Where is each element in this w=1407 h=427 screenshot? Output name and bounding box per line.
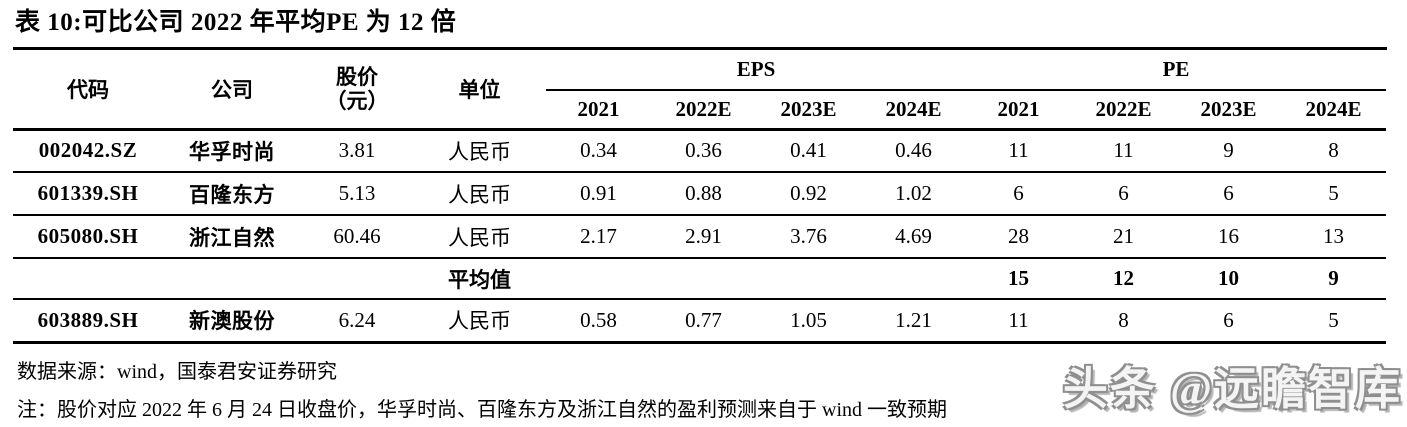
cell-pe-2022e: 11 <box>1071 129 1177 173</box>
cell-empty <box>163 258 301 300</box>
header-eps-2024e: 2024E <box>861 90 967 131</box>
cell-eps-2022e: 2.91 <box>651 215 756 259</box>
cell-unit: 人民币 <box>413 299 546 344</box>
cell-pe-2021: 6 <box>966 172 1072 216</box>
header-pe-2021: 2021 <box>966 90 1072 131</box>
footnote-line: 注：股价对应 2022 年 6 月 24 日收盘价，华孚时尚、百隆东方及浙江自然… <box>17 398 947 421</box>
cell-empty <box>546 258 651 300</box>
cell-company: 百隆东方 <box>163 172 301 216</box>
table-title: 表 10:可比公司 2022 年平均PE 为 12 倍 <box>13 8 1387 50</box>
table-row-huafu: 002042.SZ 华孚时尚 3.81 人民币 0.34 0.36 0.41 0… <box>13 129 1387 173</box>
cell-pe-2021: 11 <box>966 129 1072 173</box>
cell-eps-2024e: 4.69 <box>861 215 967 259</box>
cell-eps-2024e: 0.46 <box>861 129 967 173</box>
cell-code: 002042.SZ <box>13 129 163 173</box>
cell-eps-2023e: 0.41 <box>756 129 861 173</box>
header-year-row: 2021 2022E 2023E 2024E 2021 2022E 2023E … <box>13 90 1387 131</box>
header-pe-2023e: 2023E <box>1176 90 1282 131</box>
cell-empty <box>301 258 413 300</box>
cell-eps-2022e: 0.77 <box>651 299 756 344</box>
cell-unit: 人民币 <box>413 129 546 173</box>
cell-eps-2024e: 1.21 <box>861 299 967 344</box>
cell-code: 605080.SH <box>13 215 163 259</box>
cell-pe-2022e: 6 <box>1071 172 1177 216</box>
cell-pe-2023e: 16 <box>1176 215 1282 259</box>
cell-pe-2022e: 8 <box>1071 299 1177 344</box>
cell-price: 60.46 <box>301 215 413 259</box>
cell-eps-2021: 0.34 <box>546 129 651 173</box>
cell-eps-2021: 0.58 <box>546 299 651 344</box>
cell-pe-2024e: 13 <box>1281 215 1387 259</box>
table-row-zhejiang: 605080.SH 浙江自然 60.46 人民币 2.17 2.91 3.76 … <box>13 215 1387 259</box>
cell-pe-2024e: 8 <box>1281 129 1387 173</box>
cell-empty <box>651 258 756 300</box>
header-code: 代码 <box>13 50 163 131</box>
header-pe-group: PE <box>966 50 1387 91</box>
cell-eps-2021: 2.17 <box>546 215 651 259</box>
cell-unit: 人民币 <box>413 215 546 259</box>
cell-pe-2024e: 5 <box>1281 172 1387 216</box>
cell-empty <box>756 258 861 300</box>
header-pe-2024e: 2024E <box>1281 90 1387 131</box>
cell-price: 3.81 <box>301 129 413 173</box>
cell-eps-2023e: 3.76 <box>756 215 861 259</box>
cell-price: 6.24 <box>301 299 413 344</box>
header-group-row: 代码 公司 股价 （元） 单位 EPS PE <box>13 50 1387 131</box>
header-price-line2: （元） <box>325 88 389 113</box>
cell-eps-2021: 0.91 <box>546 172 651 216</box>
cell-pe-2022e: 21 <box>1071 215 1177 259</box>
cell-eps-2024e: 1.02 <box>861 172 967 216</box>
cell-eps-2022e: 0.36 <box>651 129 756 173</box>
cell-code: 603889.SH <box>13 299 163 344</box>
cell-empty <box>13 258 163 300</box>
cell-pe-2021: 28 <box>966 215 1072 259</box>
watermark: 头条 @远瞻智库 <box>1062 364 1402 414</box>
cell-eps-2023e: 1.05 <box>756 299 861 344</box>
cell-company: 新澳股份 <box>163 299 301 344</box>
header-price-line1: 股价 <box>336 64 378 89</box>
cell-code: 601339.SH <box>13 172 163 216</box>
pe-comparison-table: 代码 公司 股价 （元） 单位 EPS PE 2021 2022E 2023E … <box>13 50 1387 344</box>
cell-price: 5.13 <box>301 172 413 216</box>
cell-pe-2023e: 6 <box>1176 299 1282 344</box>
header-eps-group: EPS <box>546 50 967 91</box>
header-price: 股价 （元） <box>301 50 413 131</box>
cell-unit: 人民币 <box>413 172 546 216</box>
cell-pe-2021: 11 <box>966 299 1072 344</box>
cell-avg-pe-2023e: 10 <box>1176 258 1282 300</box>
header-eps-2021: 2021 <box>546 90 651 131</box>
cell-company: 浙江自然 <box>163 215 301 259</box>
cell-empty <box>861 258 967 300</box>
average-label: 平均值 <box>413 258 546 300</box>
cell-avg-pe-2022e: 12 <box>1071 258 1177 300</box>
data-source-line: 数据来源：wind，国泰君安证券研究 <box>17 360 337 383</box>
header-eps-2023e: 2023E <box>756 90 861 131</box>
cell-avg-pe-2024e: 9 <box>1281 258 1387 300</box>
cell-company: 华孚时尚 <box>163 129 301 173</box>
header-company: 公司 <box>163 50 301 131</box>
table-row-xinao: 603889.SH 新澳股份 6.24 人民币 0.58 0.77 1.05 1… <box>13 299 1387 344</box>
cell-pe-2024e: 5 <box>1281 299 1387 344</box>
cell-pe-2023e: 9 <box>1176 129 1282 173</box>
header-eps-2022e: 2022E <box>651 90 756 131</box>
header-unit: 单位 <box>413 50 546 131</box>
header-pe-2022e: 2022E <box>1071 90 1177 131</box>
cell-avg-pe-2021: 15 <box>966 258 1072 300</box>
cell-pe-2023e: 6 <box>1176 172 1282 216</box>
table-row-bailong: 601339.SH 百隆东方 5.13 人民币 0.91 0.88 0.92 1… <box>13 172 1387 216</box>
cell-eps-2023e: 0.92 <box>756 172 861 216</box>
table-row-average: 平均值 15 12 10 9 <box>13 258 1387 300</box>
cell-eps-2022e: 0.88 <box>651 172 756 216</box>
